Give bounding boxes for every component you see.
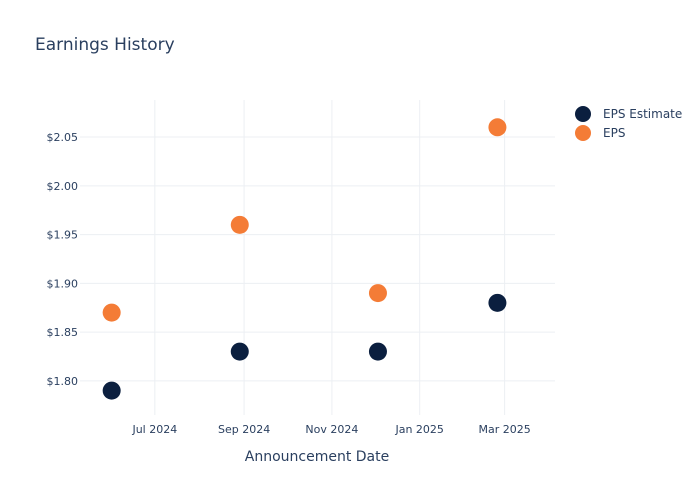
chart-title: Earnings History <box>35 35 175 55</box>
y-tick-label: $1.85 <box>47 326 79 339</box>
y-axis-ticks: $1.80 $1.85 $1.90 $1.95 $2.00 $2.05 <box>47 131 79 388</box>
eps-point <box>368 284 387 303</box>
x-tick-label: Sep 2024 <box>218 423 270 436</box>
x-tick-label: Jan 2025 <box>394 423 443 436</box>
eps-point <box>488 118 507 137</box>
y-tick-label: $1.90 <box>47 277 79 290</box>
eps-estimate-point <box>368 342 387 361</box>
x-tick-label: Nov 2024 <box>305 423 358 436</box>
plot-points <box>102 118 507 400</box>
x-axis-ticks: Jul 2024 Sep 2024 Nov 2024 Jan 2025 Mar 2025 <box>131 423 530 436</box>
legend-marker-eps-estimate <box>575 106 591 122</box>
eps-estimate-point <box>102 381 121 400</box>
eps-estimate-point <box>230 342 249 361</box>
legend-marker-eps <box>575 125 591 141</box>
legend-label-eps: EPS <box>603 126 625 140</box>
y-tick-label: $2.00 <box>47 180 79 193</box>
y-tick-label: $1.95 <box>47 229 79 242</box>
grid <box>80 100 555 415</box>
y-tick-label: $1.80 <box>47 375 79 388</box>
y-tick-label: $2.05 <box>47 131 79 144</box>
eps-point <box>102 303 121 322</box>
eps-estimate-point <box>488 293 507 312</box>
legend-label-eps-estimate: EPS Estimate <box>603 107 682 121</box>
x-tick-label: Jul 2024 <box>131 423 177 436</box>
x-axis-title: Announcement Date <box>245 449 389 465</box>
eps-point <box>230 215 249 234</box>
x-tick-label: Mar 2025 <box>478 423 530 436</box>
legend: EPS Estimate EPS <box>575 106 682 141</box>
